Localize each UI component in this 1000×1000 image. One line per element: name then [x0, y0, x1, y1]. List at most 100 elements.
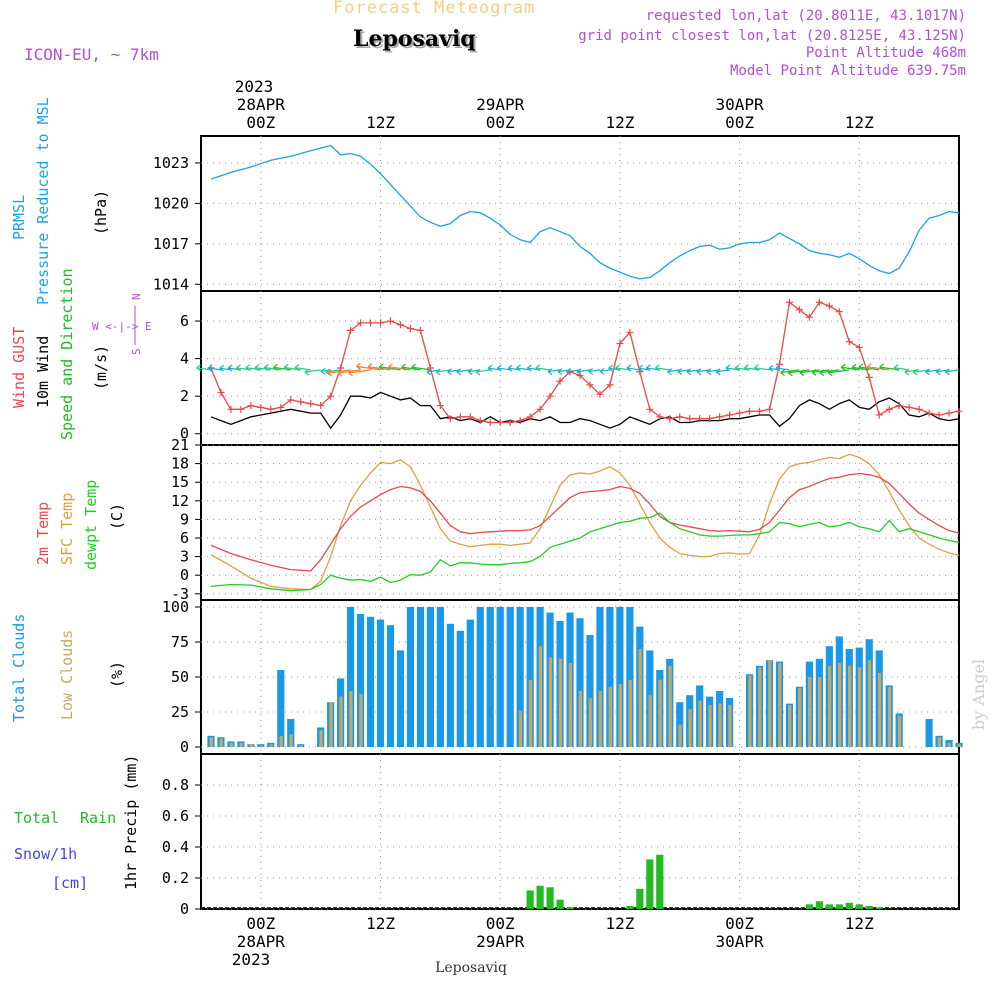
gust-marker — [775, 360, 783, 368]
y-tick-label-clouds: 100 — [162, 598, 189, 616]
wind-arrow-head — [304, 368, 310, 376]
cloud-series — [207, 607, 963, 747]
wind-arrow-head — [715, 368, 721, 376]
gust-marker — [387, 317, 394, 325]
wind-arrow-head — [411, 363, 416, 371]
wind-arrow — [488, 367, 501, 371]
low-cloud-bar — [279, 735, 283, 747]
total-cloud-bar — [606, 607, 614, 747]
precip-bar — [855, 904, 863, 909]
precip-bar — [835, 904, 843, 909]
sfc-temp-line — [210, 453, 960, 591]
wind-arrow — [273, 366, 291, 371]
wind-arrow-head — [320, 367, 326, 375]
precip-label-rain: Rain — [80, 809, 116, 827]
gust-marker — [676, 413, 684, 421]
low-cloud-bar — [828, 665, 832, 747]
wind-arrow-head — [851, 363, 857, 371]
panel-grids — [195, 136, 959, 910]
low-cloud-bar — [818, 677, 822, 747]
wind-arrow-head — [283, 363, 289, 371]
low-cloud-bar — [887, 686, 892, 747]
bottom-time-label: 00Z — [486, 914, 515, 933]
gust-marker — [686, 415, 694, 423]
total-cloud-bar — [277, 670, 285, 747]
wind-arrow-head — [576, 368, 582, 376]
y-tick-label-wind: 4 — [180, 350, 189, 368]
bottom-date-label: 30APR — [715, 932, 764, 951]
low-cloud-bar — [349, 691, 353, 747]
total-cloud-bar — [586, 635, 594, 747]
gust-marker — [925, 409, 933, 417]
total-cloud-bar — [626, 607, 634, 747]
total-cloud-bar — [436, 607, 444, 747]
wind-arrow — [348, 369, 371, 374]
wind-arrow — [325, 369, 341, 373]
gust-marker — [237, 405, 245, 413]
pressure-label-1: PRMSL — [10, 195, 28, 240]
wind-arrow — [456, 369, 471, 373]
wind-arrow-head — [557, 368, 563, 376]
y-tick-label-clouds: 0 — [180, 738, 189, 756]
low-cloud-bar — [588, 698, 592, 747]
precip-bar — [646, 859, 654, 909]
top-time-label: 00Z — [486, 113, 515, 132]
model-altitude: Model Point Altitude 639.75m — [729, 63, 966, 79]
gust-marker — [835, 308, 843, 316]
low-cloud-bar — [688, 709, 692, 747]
wind-arrow — [254, 366, 271, 371]
top-time-label: 12Z — [605, 113, 634, 132]
y-tick-label-precip: 0.6 — [162, 807, 189, 825]
precip-label-total: Total — [14, 809, 59, 827]
wind-arrow — [686, 369, 700, 373]
total-cloud-bar — [406, 607, 415, 747]
low-cloud-bar — [528, 679, 533, 747]
wind-arrow-head — [236, 364, 241, 372]
total-cloud-bar — [396, 650, 405, 747]
wind-arrow-head — [677, 368, 683, 376]
total-cloud-bar — [386, 625, 395, 747]
gust-marker — [416, 326, 424, 334]
precip-bar — [626, 905, 634, 909]
low-cloud-bar — [718, 703, 722, 747]
gust-marker — [875, 411, 883, 419]
total-cloud-bar — [925, 719, 933, 747]
bottom-date-label: 28APR — [237, 932, 286, 951]
gust-marker — [257, 403, 265, 411]
low-cloud-bar — [838, 663, 842, 747]
wind-arrow — [788, 369, 810, 374]
wind-arrow-head — [207, 364, 213, 372]
total-cloud-bar — [376, 619, 385, 747]
gust-marker — [815, 298, 823, 306]
dewpoint-line — [210, 512, 960, 592]
wind-sd-label: Speed and Direction — [58, 268, 76, 440]
gust-marker — [307, 400, 315, 408]
wind-arrow-head — [904, 368, 910, 376]
low-cloud-bar — [618, 684, 622, 747]
wind-unit: (m/s) — [92, 345, 110, 390]
gust-marker — [955, 407, 963, 415]
wind-arrow-head — [219, 364, 225, 372]
low-cloud-bar — [748, 675, 752, 747]
clouds-label-2: Low Clouds — [58, 630, 76, 720]
low-cloud-bar — [229, 742, 233, 747]
gust-marker — [357, 319, 365, 327]
low-cloud-bar — [857, 667, 862, 747]
total-cloud-bar — [426, 607, 434, 747]
gust-marker — [227, 405, 235, 413]
y-tick-label-temp: 21 — [171, 436, 189, 454]
y-tick-label-clouds: 75 — [171, 633, 189, 651]
wind-arrow-head — [667, 368, 673, 376]
wind-arrow — [588, 369, 601, 373]
wind-arrow-head — [799, 369, 805, 377]
low-cloud-bar — [638, 649, 642, 747]
precip-bar — [865, 905, 873, 909]
bottom-time-label: 00Z — [246, 914, 275, 933]
wind-10m-label: 10m Wind — [34, 336, 52, 408]
location-title: Leposaviq — [353, 26, 476, 52]
gust-marker — [935, 411, 943, 419]
y-tick-label-temp: 12 — [171, 492, 189, 510]
y-tick-label-pressure: 1020 — [153, 194, 189, 212]
watermark: by Angel — [969, 659, 988, 730]
gust-marker — [586, 381, 594, 389]
